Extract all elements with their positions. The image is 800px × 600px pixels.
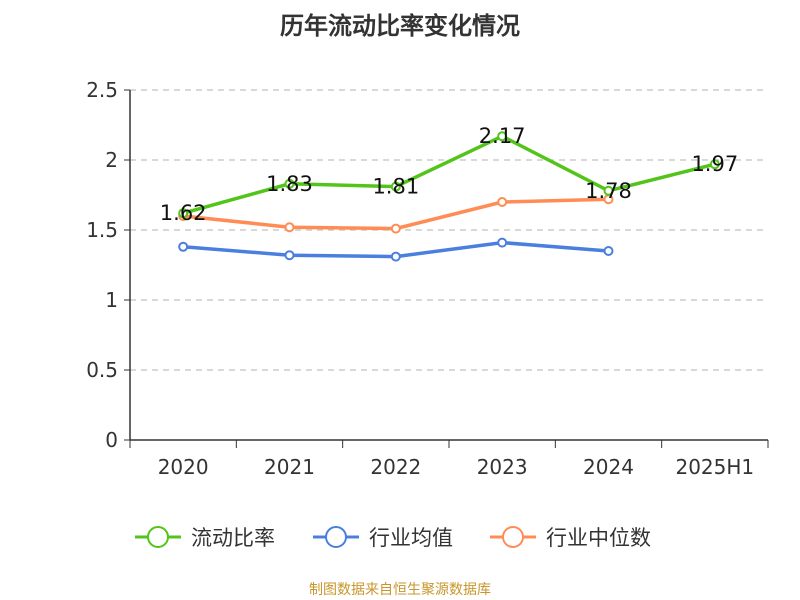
chart-title: 历年流动比率变化情况 <box>280 12 520 40</box>
data-label: 1.62 <box>160 201 207 225</box>
data-point <box>178 241 189 252</box>
data-point <box>284 222 295 233</box>
data-point <box>497 131 508 142</box>
data-label: 1.81 <box>372 175 419 199</box>
x-tick-label: 2022 <box>370 455 421 479</box>
legend-item: 流动比率 <box>135 526 275 550</box>
data-point <box>390 251 401 262</box>
data-point <box>603 185 614 196</box>
data-point <box>603 246 614 256</box>
data-label: 1.97 <box>691 152 738 176</box>
y-tick-label: 0.5 <box>86 358 118 382</box>
legend-marker <box>325 526 347 548</box>
data-point <box>497 197 508 207</box>
legend-label: 行业均值 <box>369 526 453 550</box>
data-label: 1.78 <box>585 179 632 203</box>
x-tick-label: 2024 <box>583 455 634 479</box>
legend-item: 行业均值 <box>313 526 453 550</box>
data-point <box>390 181 401 192</box>
x-tick-label: 2025H1 <box>675 455 754 479</box>
data-point <box>709 159 720 170</box>
y-tick-label: 2 <box>105 148 118 172</box>
data-label: 2.17 <box>479 124 526 148</box>
y-tick-label: 0 <box>105 428 118 452</box>
x-tick-label: 2020 <box>158 455 209 479</box>
x-tick-label: 2023 <box>477 455 528 479</box>
data-point <box>497 237 508 248</box>
series-line <box>182 134 716 215</box>
legend-label: 流动比率 <box>191 526 275 550</box>
legend-marker <box>502 526 524 548</box>
source-note: 制图数据来自恒生聚源数据库 <box>309 582 491 598</box>
x-tick-label: 2021 <box>264 455 315 479</box>
data-point <box>390 223 401 234</box>
data-point <box>284 178 295 189</box>
y-tick-label: 1.5 <box>86 218 118 242</box>
y-tick-label: 1 <box>105 288 118 312</box>
data-label: 1.83 <box>266 172 313 196</box>
data-point <box>178 208 189 219</box>
legend-marker <box>147 526 169 548</box>
legend-label: 行业中位数 <box>546 526 651 550</box>
legend-item: 行业中位数 <box>490 526 651 550</box>
y-tick-label: 2.5 <box>86 78 118 102</box>
data-point <box>284 250 295 261</box>
